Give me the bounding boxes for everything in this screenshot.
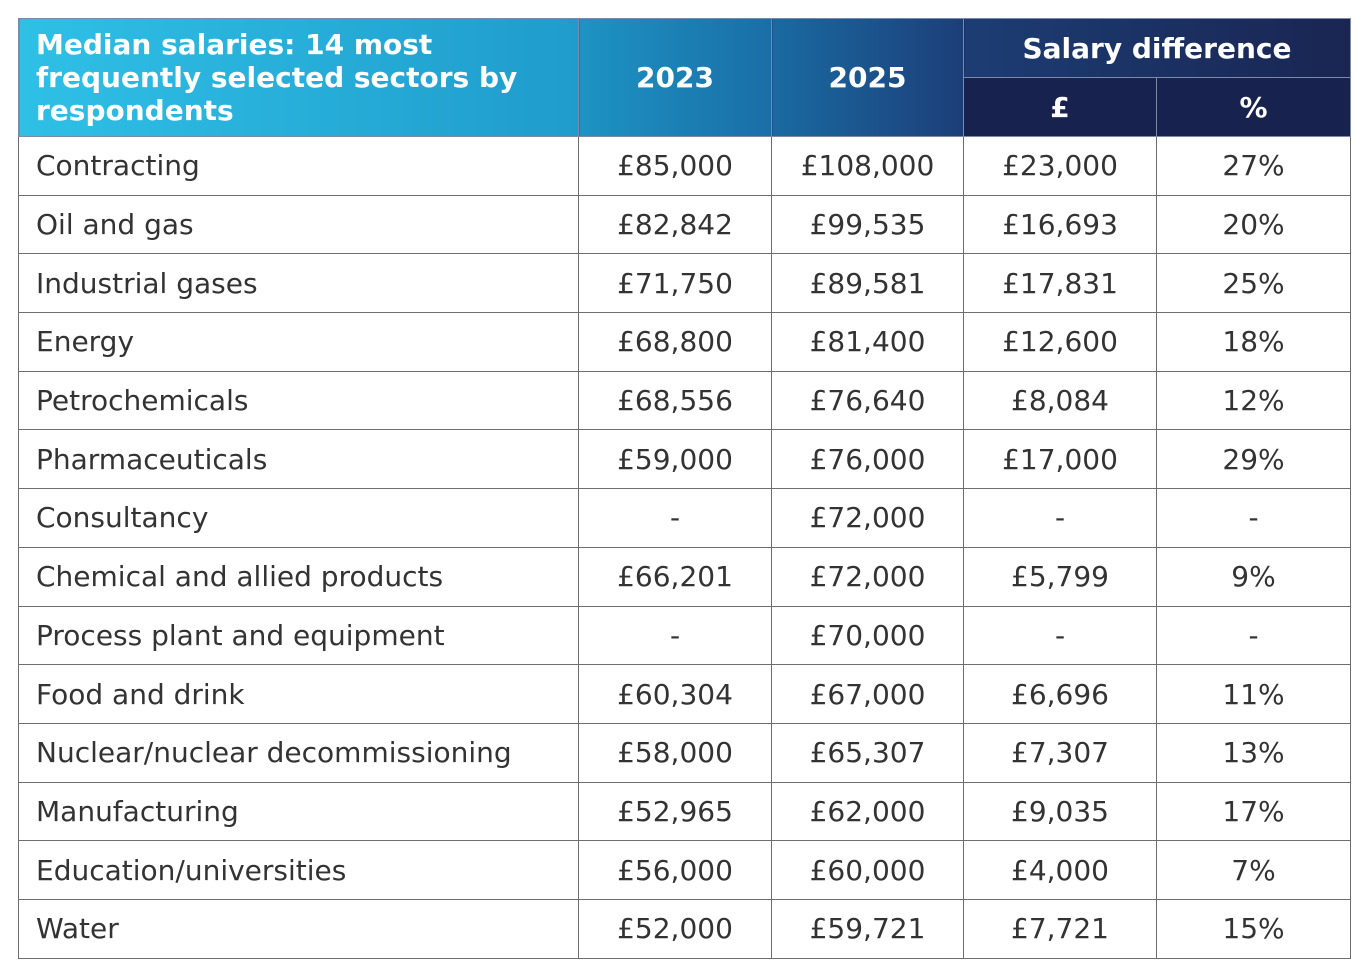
sector: Energy: [18, 312, 579, 372]
difference-percent: 27%: [1156, 136, 1351, 196]
difference-pound: -: [963, 488, 1157, 548]
difference-percent: 20%: [1156, 194, 1351, 255]
salary-table: Median salaries: 14 most frequently sele…: [18, 18, 1351, 959]
salary-2025: £76,000: [771, 429, 964, 490]
difference-percent: -: [1156, 488, 1351, 548]
salary-2025: £81,400: [771, 312, 964, 372]
difference-pound: £16,693: [963, 194, 1157, 255]
difference-pound: £9,035: [963, 781, 1157, 842]
table-row: Contracting £85,000 £108,000 £23,000 27%: [18, 136, 1351, 196]
table-row: Pharmaceuticals £59,000 £76,000 £17,000 29%: [18, 429, 1351, 490]
header-percent: %: [1156, 77, 1351, 137]
sector: Chemical and allied products: [18, 546, 579, 607]
table-row: Industrial gases £71,750 £89,581 £17,831 25%: [18, 253, 1351, 314]
sector: Education/universities: [18, 840, 579, 900]
difference-percent: 17%: [1156, 781, 1351, 842]
table-row: Food and drink £60,304 £67,000 £6,696 11%: [18, 664, 1351, 724]
difference-pound: £5,799: [963, 546, 1157, 607]
difference-pound: £6,696: [963, 664, 1157, 724]
salary-2025: £99,535: [771, 194, 964, 255]
header-2025: 2025: [771, 18, 964, 137]
header-pound: £: [963, 77, 1157, 137]
salary-2023: £85,000: [578, 136, 772, 196]
difference-pound: £23,000: [963, 136, 1157, 196]
header-2023: 2023: [578, 18, 772, 137]
sector: Water: [18, 898, 579, 959]
salary-2023: -: [578, 605, 772, 666]
table-body: Contracting £85,000 £108,000 £23,000 27% Oil …: [18, 136, 1351, 959]
table-row: Petrochemicals £68,556 £76,640 £8,084 12%: [18, 370, 1351, 431]
salary-2023: -: [578, 488, 772, 548]
salary-2023: £71,750: [578, 253, 772, 314]
salary-2023: £66,201: [578, 546, 772, 607]
header-difference: Salary difference: [963, 18, 1351, 78]
sector: Petrochemicals: [18, 370, 579, 431]
salary-2023: £52,000: [578, 898, 772, 959]
difference-percent: 25%: [1156, 253, 1351, 314]
sector: Nuclear/nuclear decommissioning: [18, 722, 579, 783]
salary-2023: £52,965: [578, 781, 772, 842]
difference-pound: £7,307: [963, 722, 1157, 783]
sector: Manufacturing: [18, 781, 579, 842]
difference-pound: £12,600: [963, 312, 1157, 372]
salary-2023: £60,304: [578, 664, 772, 724]
difference-pound: -: [963, 605, 1157, 666]
salary-2023: £68,800: [578, 312, 772, 372]
table-row: Oil and gas £82,842 £99,535 £16,693 20%: [18, 194, 1351, 255]
salary-2023: £58,000: [578, 722, 772, 783]
sector: Contracting: [18, 136, 579, 196]
sector: Consultancy: [18, 488, 579, 548]
difference-pound: £17,000: [963, 429, 1157, 490]
difference-pound: £17,831: [963, 253, 1157, 314]
table-row: Manufacturing £52,965 £62,000 £9,035 17%: [18, 781, 1351, 842]
difference-percent: 7%: [1156, 840, 1351, 900]
salary-2023: £59,000: [578, 429, 772, 490]
sector: Food and drink: [18, 664, 579, 724]
table-row: Education/universities £56,000 £60,000 £4,0…: [18, 840, 1351, 900]
salary-2025: £62,000: [771, 781, 964, 842]
salary-2025: £72,000: [771, 488, 964, 548]
table-row: Energy £68,800 £81,400 £12,600 18%: [18, 312, 1351, 372]
difference-percent: 11%: [1156, 664, 1351, 724]
table-row: Consultancy - £72,000- -: [18, 488, 1351, 548]
salary-2025: £108,000: [771, 136, 964, 196]
salary-2025: £76,640: [771, 370, 964, 431]
salary-2023: £56,000: [578, 840, 772, 900]
difference-percent: -: [1156, 605, 1351, 666]
salary-2025: £60,000: [771, 840, 964, 900]
salary-2023: £82,842: [578, 194, 772, 255]
difference-percent: 9%: [1156, 546, 1351, 607]
sector: Process plant and equipment: [18, 605, 579, 666]
salary-2025: £67,000: [771, 664, 964, 724]
sector: Industrial gases: [18, 253, 579, 314]
difference-percent: 15%: [1156, 898, 1351, 959]
header-title: Median salaries: 14 most frequently sele…: [18, 18, 579, 137]
difference-pound: £7,721: [963, 898, 1157, 959]
salary-2025: £72,000: [771, 546, 964, 607]
difference-pound: £8,084: [963, 370, 1157, 431]
salary-2023: £68,556: [578, 370, 772, 431]
salary-2025: £70,000: [771, 605, 964, 666]
salary-2025: £65,307: [771, 722, 964, 783]
salary-2025: £89,581: [771, 253, 964, 314]
table-row: Nuclear/nuclear decommissioning £58,000 £6…: [18, 722, 1351, 783]
difference-pound: £4,000: [963, 840, 1157, 900]
table-row: Chemical and allied products £66,201 £72,0…: [18, 546, 1351, 607]
salary-2025: £59,721: [771, 898, 964, 959]
table-row: Process plant and equipment - £70,000- -: [18, 605, 1351, 666]
sector: Pharmaceuticals: [18, 429, 579, 490]
table-header: Median salaries: 14 most frequently sele…: [18, 18, 1351, 137]
sector: Oil and gas: [18, 194, 579, 255]
difference-percent: 12%: [1156, 370, 1351, 431]
difference-percent: 29%: [1156, 429, 1351, 490]
difference-percent: 13%: [1156, 722, 1351, 783]
table-row: Water £52,000 £59,721 £7,721 15%: [18, 898, 1351, 959]
difference-percent: 18%: [1156, 312, 1351, 372]
